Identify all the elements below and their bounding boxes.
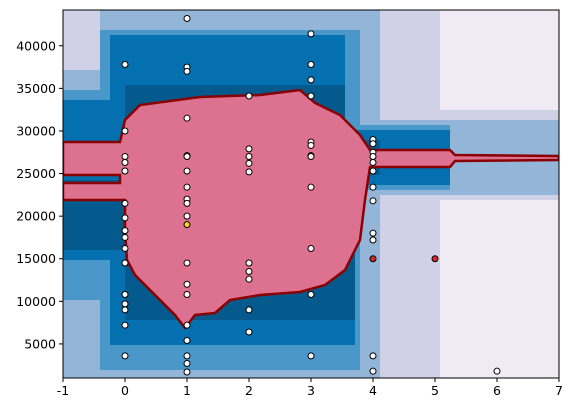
y-tick-label: 10000 (16, 294, 56, 309)
point (121, 352, 129, 360)
plot-area (121, 15, 501, 376)
x-tick-label: 3 (307, 383, 315, 398)
x-tick-label: 4 (369, 383, 377, 398)
point (183, 167, 191, 175)
point (183, 259, 191, 267)
y-tick-label: 30000 (16, 123, 56, 138)
point (245, 159, 253, 167)
point (121, 153, 129, 161)
point (183, 67, 191, 75)
point (307, 352, 315, 360)
point (121, 321, 129, 329)
point (369, 167, 377, 175)
point (307, 76, 315, 84)
point (369, 255, 377, 263)
point (183, 291, 191, 299)
point (369, 197, 377, 205)
point (121, 61, 129, 69)
y-tick-label: 40000 (16, 38, 56, 53)
point (183, 321, 191, 329)
point (493, 367, 501, 375)
point (307, 30, 315, 38)
point (369, 158, 377, 166)
x-tick-label: 5 (431, 383, 439, 398)
point (369, 183, 377, 191)
point (245, 92, 253, 100)
point (307, 61, 315, 69)
point (245, 275, 253, 283)
point (245, 328, 253, 336)
x-tick-label: 6 (493, 383, 501, 398)
point (121, 300, 129, 308)
point (183, 114, 191, 122)
point (307, 183, 315, 191)
x-tick-label: 1 (183, 383, 191, 398)
y-tick-label: 35000 (16, 81, 56, 96)
x-tick-label: -1 (57, 383, 69, 398)
point (183, 368, 191, 376)
y-tick-label: 5000 (24, 336, 56, 351)
point (245, 306, 253, 314)
x-tick-label: 2 (245, 383, 253, 398)
point (307, 153, 315, 161)
point (121, 245, 129, 253)
y-tick-label: 25000 (16, 166, 56, 181)
point (121, 291, 129, 299)
point (121, 158, 129, 166)
point (369, 367, 377, 375)
point (307, 92, 315, 100)
point (183, 15, 191, 23)
point (183, 352, 191, 360)
x-tick-label: 7 (555, 383, 563, 398)
point (369, 236, 377, 244)
point (183, 199, 191, 207)
point (369, 140, 377, 148)
point (369, 229, 377, 237)
point (245, 259, 253, 267)
point (245, 268, 253, 276)
point (307, 291, 315, 299)
point (121, 167, 129, 175)
point (307, 245, 315, 253)
point (121, 233, 129, 241)
y-tick-label: 15000 (16, 251, 56, 266)
point (121, 306, 129, 314)
point (183, 280, 191, 288)
point (121, 227, 129, 235)
point (121, 199, 129, 207)
point (369, 153, 377, 161)
point (121, 214, 129, 222)
point (245, 153, 253, 161)
point (369, 352, 377, 360)
point (183, 183, 191, 191)
point (121, 127, 129, 135)
point (183, 153, 191, 161)
point (183, 337, 191, 345)
point (121, 259, 129, 267)
point (183, 221, 191, 229)
point (245, 168, 253, 176)
point (183, 212, 191, 220)
x-tick-label: 0 (121, 383, 129, 398)
point (307, 141, 315, 149)
point (431, 255, 439, 263)
point (245, 145, 253, 153)
y-tick-label: 20000 (16, 209, 56, 224)
point (183, 360, 191, 368)
